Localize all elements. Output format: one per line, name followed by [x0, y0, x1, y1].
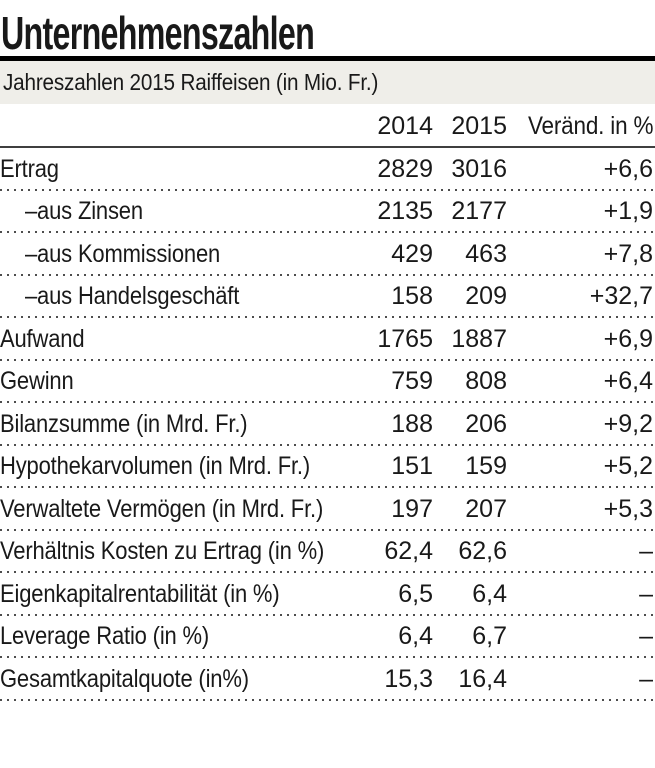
row-value-2015: 206 [465, 409, 507, 438]
row-value-2015: 62,6 [458, 537, 507, 566]
row-value-2015: 207 [465, 494, 507, 523]
page-title: Unternehmenszahlen [0, 0, 655, 56]
row-label-text: Eigenkapitalrentabilität (in %) [0, 579, 280, 608]
title-divider [0, 56, 655, 61]
row-value-2014: 2135 [377, 197, 433, 226]
row-label-text: –aus Kommissionen [25, 239, 221, 268]
row-label: Verhältnis Kosten zu Ertrag (in %) [0, 537, 373, 566]
row-change-value: – [639, 579, 653, 608]
row-value-2015: 16,4 [458, 664, 507, 693]
row-change-value: +6,9 [603, 324, 653, 353]
subtitle-bar: Jahreszahlen 2015 Raiffeisen (in Mio. Fr… [0, 61, 655, 104]
row-value-2015: 2177 [451, 197, 507, 226]
row-label-text: Hypothekarvolumen (in Mrd. Fr.) [0, 452, 310, 481]
row-label: Bilanzsumme (in Mrd. Fr.) [0, 410, 373, 439]
row-value-2015: 808 [465, 367, 507, 396]
row-value-2015: 159 [465, 452, 507, 481]
row-label-text: –aus Zinsen [25, 197, 143, 226]
row-value-2015: 3016 [451, 154, 507, 183]
row-label: Eigenkapitalrentabilität (in %) [0, 580, 373, 609]
column-header-change: Veränd. in % [507, 112, 655, 146]
column-header-2015: 2015 [451, 112, 507, 140]
row-change-value: +5,3 [603, 494, 653, 523]
row-value-2014: 62,4 [384, 537, 433, 566]
row-value-2014: 188 [391, 409, 433, 438]
table-row: Eigenkapitalrentabilität (in %) 6,5 6,4 – [0, 573, 655, 616]
table-row: Aufwand 1765 1887 +6,9 [0, 318, 655, 361]
row-change-value: +6,4 [603, 367, 653, 396]
row-change-value: – [639, 537, 653, 566]
row-value-2014: 429 [391, 239, 433, 268]
table-row: –aus Handelsgeschäft 158 209 +32,7 [0, 276, 655, 319]
table-subtitle: Jahreszahlen 2015 Raiffeisen (in Mio. Fr… [3, 69, 379, 95]
company-figures-table: Unternehmenszahlen Jahreszahlen 2015 Rai… [0, 0, 655, 701]
row-value-2015: 463 [465, 239, 507, 268]
table-row: Gewinn 759 808 +6,4 [0, 361, 655, 404]
table-row: –aus Kommissionen 429 463 +7,8 [0, 233, 655, 276]
row-change-value: +7,8 [603, 239, 653, 268]
row-change-value: +32,7 [589, 282, 653, 311]
row-label-text: Aufwand [0, 324, 85, 353]
page-title-text: Unternehmenszahlen [1, 7, 315, 59]
row-change-value: +6,6 [603, 154, 653, 183]
row-label-text: Leverage Ratio (in %) [0, 622, 210, 651]
row-label: Gewinn [0, 367, 373, 396]
row-value-2014: 6,5 [398, 579, 433, 608]
row-label: Leverage Ratio (in %) [0, 622, 373, 651]
row-label: Aufwand [0, 325, 373, 354]
row-label: Ertrag [0, 155, 373, 184]
row-label-text: Bilanzsumme (in Mrd. Fr.) [0, 409, 248, 438]
row-value-2014: 2829 [377, 154, 433, 183]
row-label-text: Gewinn [0, 367, 74, 396]
table-row: –aus Zinsen 2135 2177 +1,9 [0, 191, 655, 234]
row-label: –aus Handelsgeschäft [0, 282, 373, 311]
row-value-2014: 197 [391, 494, 433, 523]
row-label-text: –aus Handelsgeschäft [25, 282, 240, 311]
row-label-text: Verwaltete Vermögen (in Mrd. Fr.) [0, 494, 324, 523]
table-row: Verwaltete Vermögen (in Mrd. Fr.) 197 207 +… [0, 488, 655, 531]
row-label-text: Verhältnis Kosten zu Ertrag (in %) [0, 537, 325, 566]
row-change-value: – [639, 664, 653, 693]
row-value-2015: 6,4 [472, 579, 507, 608]
header-label-spacer [0, 141, 373, 146]
row-value-2014: 1765 [377, 324, 433, 353]
row-value-2015: 209 [465, 282, 507, 311]
row-value-2014: 158 [391, 282, 433, 311]
row-value-2014: 759 [391, 367, 433, 396]
row-value-2015: 6,7 [472, 622, 507, 651]
table-row: Hypothekarvolumen (in Mrd. Fr.) 151 159 +5,… [0, 446, 655, 489]
row-label-text: Ertrag [0, 154, 59, 183]
table-body: Ertrag 2829 3016 +6,6 –aus Zinsen 2135 2177 +1,… [0, 148, 655, 701]
row-label: Gesamtkapitalquote (in%) [0, 665, 373, 694]
row-label: –aus Kommissionen [0, 240, 373, 269]
row-value-2014: 151 [391, 452, 433, 481]
row-value-2014: 15,3 [384, 664, 433, 693]
table-header-row: 2014 2015 Veränd. in % [0, 104, 655, 148]
column-header-change-text: Veränd. in % [527, 112, 654, 140]
row-label: Hypothekarvolumen (in Mrd. Fr.) [0, 452, 373, 481]
table-row: Bilanzsumme (in Mrd. Fr.) 188 206 +9,2 [0, 403, 655, 446]
row-label-text: Gesamtkapitalquote (in%) [0, 664, 249, 693]
table-row: Ertrag 2829 3016 +6,6 [0, 148, 655, 191]
row-value-2014: 6,4 [398, 622, 433, 651]
row-change-value: – [639, 622, 653, 651]
row-label: Verwaltete Vermögen (in Mrd. Fr.) [0, 495, 373, 524]
table-row: Leverage Ratio (in %) 6,4 6,7 – [0, 616, 655, 659]
row-change-value: +9,2 [603, 409, 653, 438]
row-label: –aus Zinsen [0, 197, 373, 226]
table-row: Gesamtkapitalquote (in%) 15,3 16,4 – [0, 658, 655, 701]
row-change-value: +5,2 [603, 452, 653, 481]
column-header-2014: 2014 [377, 112, 433, 140]
table-row: Verhältnis Kosten zu Ertrag (in %) 62,4 62… [0, 531, 655, 574]
row-value-2015: 1887 [451, 324, 507, 353]
row-change-value: +1,9 [603, 197, 653, 226]
